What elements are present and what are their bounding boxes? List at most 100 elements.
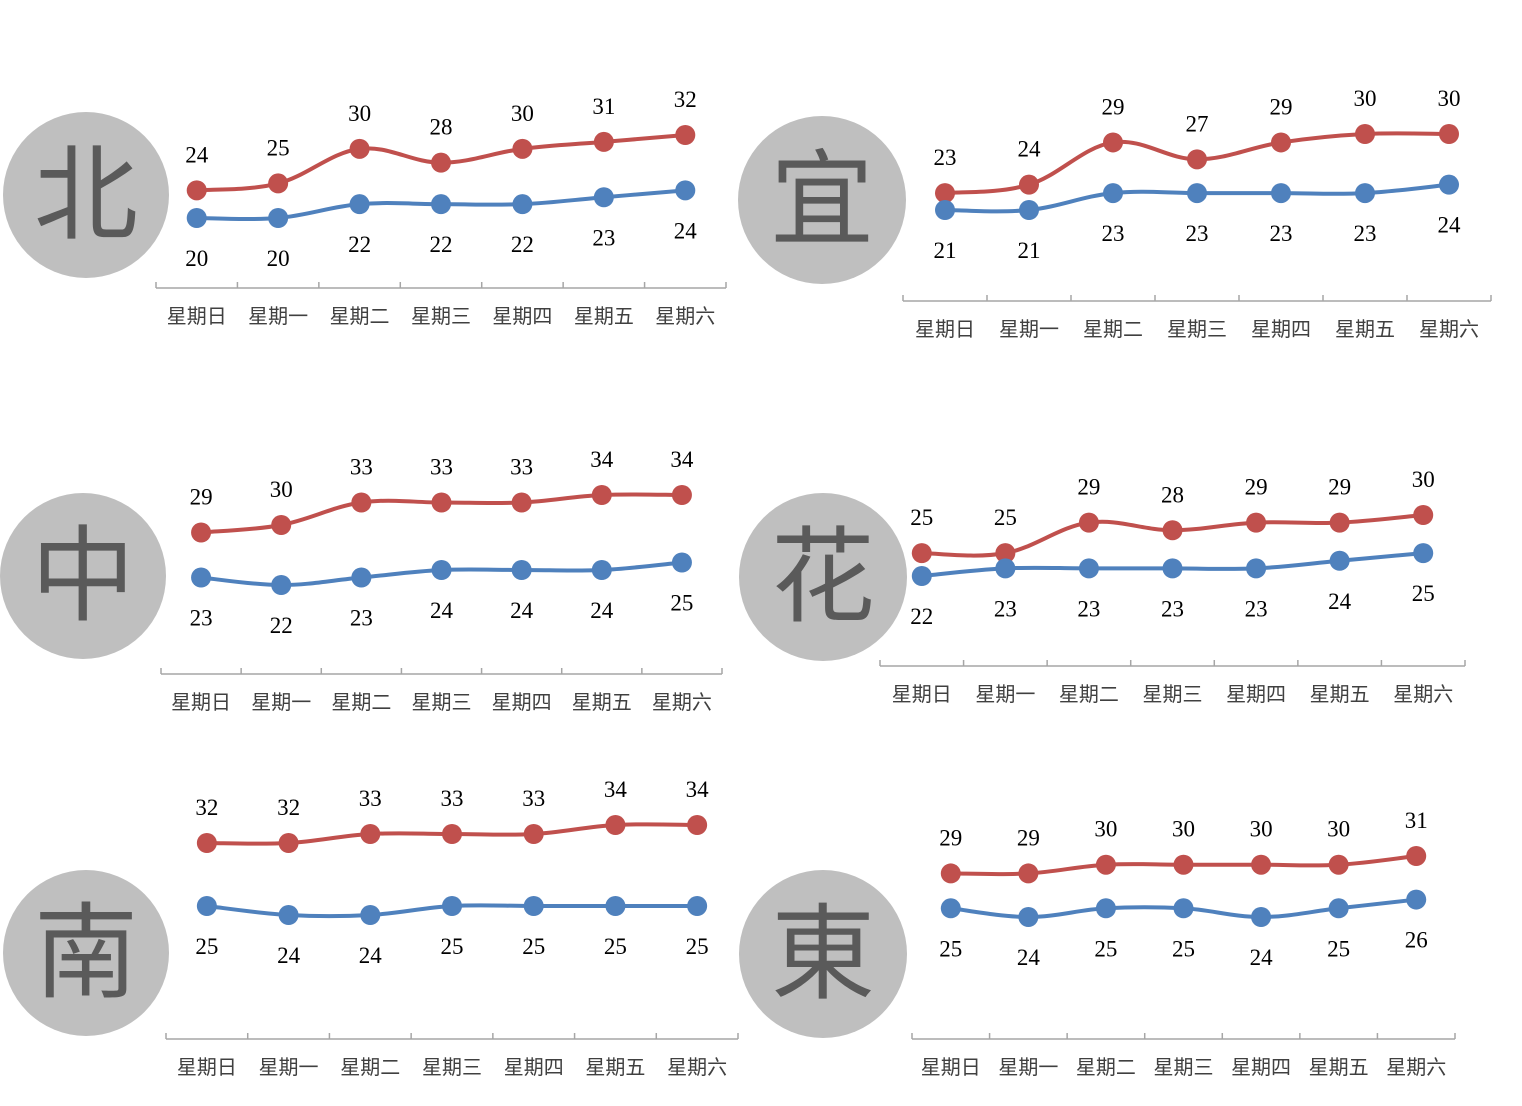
low-temp-point (523, 896, 544, 916)
low-temp-point (1246, 558, 1267, 579)
high-temp-label: 30 (1327, 817, 1350, 842)
x-tick-label: 星期六 (1393, 683, 1453, 706)
region-label: 南 (33, 892, 138, 1014)
low-temp-point (271, 575, 292, 595)
high-temp-point (360, 824, 381, 844)
region-badge: 北 (3, 112, 169, 278)
low-temp-point (940, 898, 961, 919)
low-temp-label: 21 (1018, 238, 1041, 263)
high-temp-point (351, 492, 372, 513)
high-temp-point (431, 492, 452, 513)
x-tick-label: 星期五 (1335, 319, 1395, 341)
region-label: 北 (33, 134, 138, 256)
high-temp-point (1271, 132, 1291, 153)
x-tick-label: 星期日 (177, 1057, 237, 1079)
low-temp-point (591, 560, 612, 580)
line-chart: 星期日 星期一 星期二 星期三 星期四 星期五 星期六 32 32 33 33 33 34 34 25 24 2… (165, 777, 739, 1079)
low-temp-label: 25 (441, 934, 464, 959)
region-label: 中 (30, 515, 135, 637)
line-chart: 星期日 星期一 星期二 星期三 星期四 星期五 星期六 24 25 30 28 30 31 32 20 20 2… (155, 87, 727, 328)
low-temp-point (512, 194, 533, 215)
low-temp-label: 22 (511, 232, 534, 257)
high-temp-point (591, 485, 612, 505)
region-label: 宜 (769, 139, 874, 261)
x-tick-label: 星期一 (248, 306, 308, 328)
line-chart: 星期日 星期一 星期二 星期三 星期四 星期五 星期六 29 30 33 33 33 34 34 23 22 2… (160, 447, 723, 714)
high-temp-point (671, 485, 692, 505)
high-temp-label: 30 (1438, 86, 1461, 111)
high-temp-label: 29 (1077, 475, 1100, 500)
high-temp-point (1328, 854, 1349, 875)
high-temp-point (593, 131, 614, 152)
x-tick-label: 星期一 (259, 1057, 319, 1079)
high-temp-point (271, 515, 292, 535)
x-tick-label: 星期六 (1386, 1056, 1446, 1079)
low-temp-point (1251, 907, 1272, 927)
x-tick-label: 星期六 (652, 691, 712, 714)
low-temp-point (1413, 543, 1434, 564)
low-temp-point (1095, 898, 1116, 919)
low-temp-point (675, 180, 696, 201)
low-temp-point (1406, 889, 1427, 910)
line-chart: 星期日 星期一 星期二 星期三 星期四 星期五 星期六 29 29 30 30 30 30 31 25 24 2… (911, 808, 1456, 1079)
high-temp-label: 30 (1172, 817, 1195, 842)
high-temp-label: 29 (939, 825, 962, 850)
low-temp-label: 23 (1354, 221, 1377, 246)
x-tick-label: 星期二 (1076, 1057, 1136, 1079)
x-tick-label: 星期四 (504, 1057, 564, 1079)
x-tick-label: 星期四 (1251, 319, 1311, 341)
high-temp-point (1078, 512, 1099, 533)
x-tick-label: 星期四 (492, 306, 552, 328)
low-temp-point (186, 208, 207, 228)
low-temp-point (935, 200, 955, 220)
high-temp-label: 34 (590, 447, 614, 472)
region-badge: 南 (3, 870, 169, 1036)
low-temp-label: 23 (1245, 596, 1268, 621)
low-temp-label: 25 (670, 591, 693, 616)
low-temp-label: 25 (522, 934, 545, 959)
high-temp-label: 30 (1250, 817, 1273, 842)
x-tick-label: 星期二 (1059, 684, 1119, 706)
low-temp-label: 23 (592, 225, 615, 250)
high-temp-label: 29 (1017, 825, 1040, 850)
low-temp-point (1103, 183, 1123, 204)
low-temp-point (191, 567, 212, 588)
high-temp-point (687, 815, 708, 835)
high-temp-label: 30 (348, 101, 371, 126)
high-temp-point (1355, 124, 1375, 144)
low-temp-point (1019, 200, 1039, 220)
high-temp-label: 31 (592, 94, 615, 119)
x-tick-label: 星期五 (585, 1057, 645, 1079)
low-temp-label: 22 (910, 604, 933, 629)
region-label: 花 (770, 516, 875, 638)
low-temp-label: 24 (1438, 213, 1462, 238)
low-temp-label: 23 (1077, 596, 1100, 621)
low-temp-label: 23 (1102, 221, 1125, 246)
x-tick-label: 星期三 (412, 692, 472, 714)
high-temp-point (1329, 512, 1350, 533)
low-temp-point (671, 552, 692, 573)
low-temp-label: 24 (1328, 589, 1352, 614)
low-temp-point (911, 566, 932, 586)
high-temp-label: 29 (1245, 475, 1268, 500)
high-temp-point (1246, 512, 1267, 533)
low-temp-label: 25 (604, 934, 627, 959)
high-temp-label: 25 (267, 135, 290, 160)
high-temp-label: 33 (441, 786, 464, 811)
high-temp-point (511, 492, 532, 513)
low-temp-point (268, 208, 289, 228)
high-temp-label: 30 (511, 101, 534, 126)
low-temp-point (995, 558, 1016, 579)
high-temp-label: 34 (604, 777, 628, 802)
x-tick-label: 星期三 (1143, 684, 1203, 706)
x-tick-label: 星期三 (1154, 1057, 1214, 1079)
high-temp-label: 33 (350, 455, 373, 480)
low-temp-point (605, 896, 626, 916)
high-temp-point (431, 152, 451, 173)
low-temp-label: 24 (430, 598, 454, 623)
high-temp-point (995, 543, 1016, 564)
high-temp-label: 29 (1328, 475, 1351, 500)
region-badge: 中 (0, 493, 166, 659)
x-tick-label: 星期四 (1231, 1057, 1291, 1079)
high-temp-label: 30 (1412, 467, 1435, 492)
